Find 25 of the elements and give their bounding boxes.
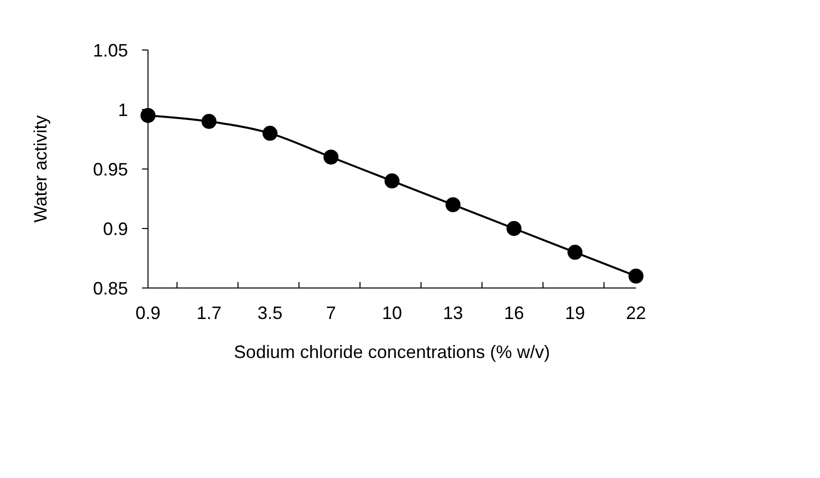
point xyxy=(568,244,582,260)
x-tick-label: 1.7 xyxy=(196,302,222,323)
x-tick-label: 3.5 xyxy=(257,302,283,323)
point xyxy=(384,173,400,188)
x-tick-label: 22 xyxy=(626,302,646,323)
x-axis-title: Sodium chloride concentrations (% w/v) xyxy=(234,342,550,362)
y-tick-label: 0.9 xyxy=(102,218,128,239)
x-tick-label: 19 xyxy=(564,302,586,323)
point xyxy=(446,197,460,212)
y-tick-label: 1.05 xyxy=(92,40,128,60)
x-tick-label: 10 xyxy=(382,302,402,323)
y-tick-label: 0.85 xyxy=(92,278,128,298)
point xyxy=(506,221,522,236)
point xyxy=(140,108,156,123)
x-tick-label: 13 xyxy=(442,302,464,323)
point xyxy=(262,126,278,141)
point xyxy=(324,150,338,165)
point xyxy=(202,114,216,129)
x-tick-label: 16 xyxy=(504,302,524,323)
y-tick-label: 0.95 xyxy=(92,159,128,180)
x-tick-label: 7 xyxy=(326,302,336,323)
point xyxy=(628,268,644,284)
y-tick-label: 1 xyxy=(118,100,128,120)
y-axis-title: Water activity xyxy=(30,115,50,223)
x-tick-label: 0.9 xyxy=(135,302,161,323)
